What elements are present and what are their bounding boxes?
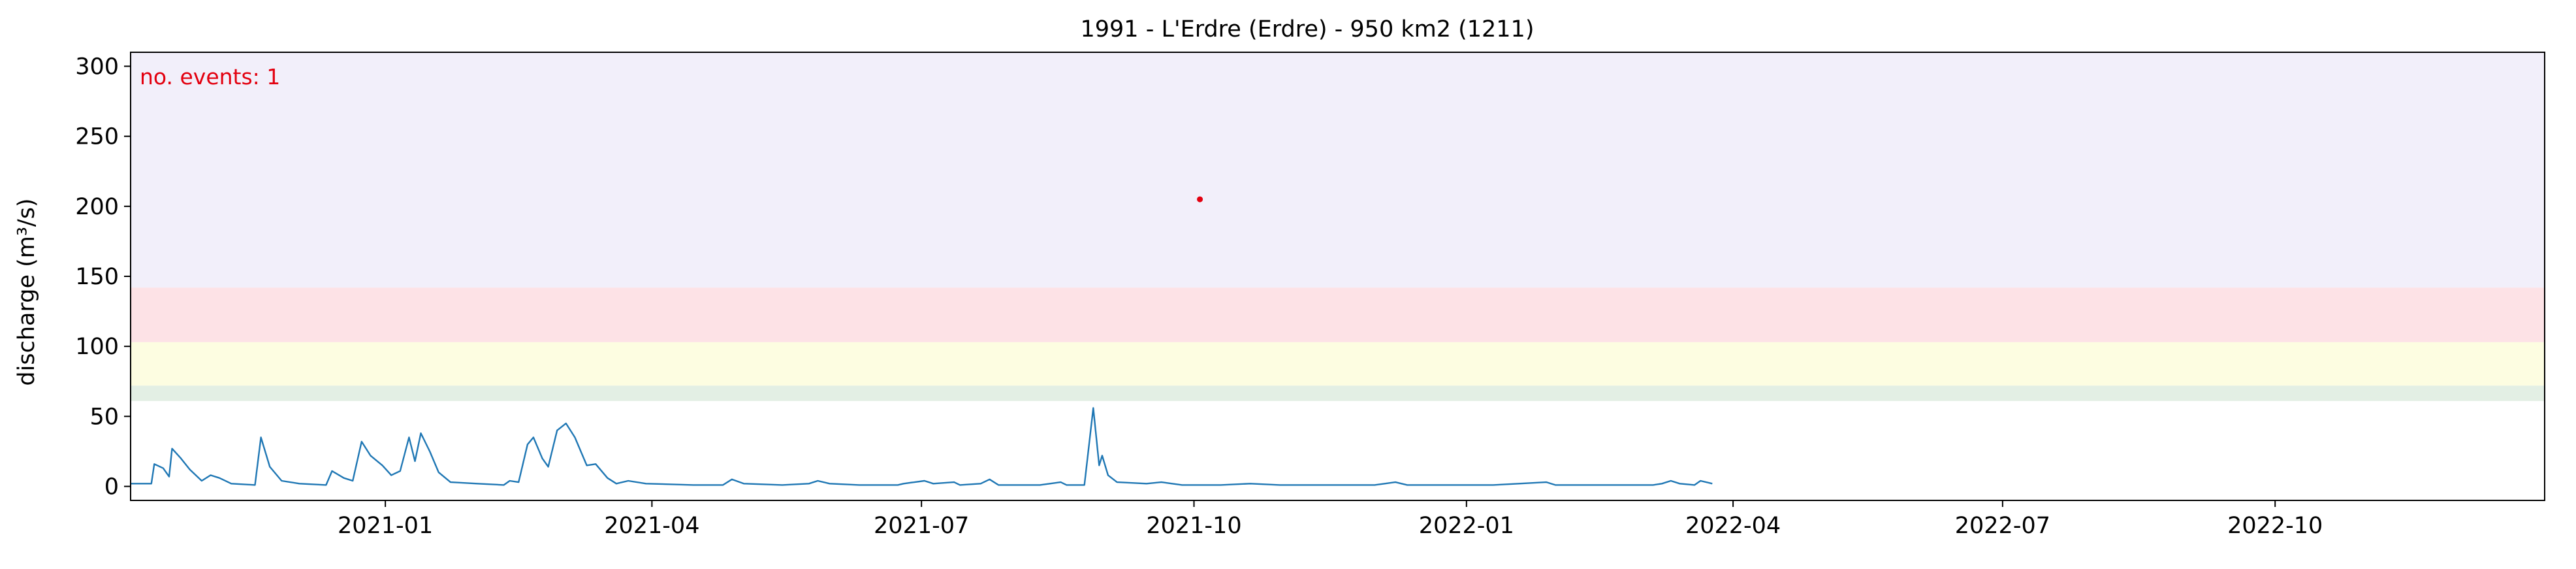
event-count-annotation: no. events: 1 [140,64,280,89]
y-tick-label: 0 [104,474,119,500]
threshold-band [131,385,2545,401]
axes: 0 50 100 150 200 250 300 2021-01 2021-04 2021-07 2… [75,54,2323,539]
y-tick-label: 100 [75,334,119,360]
threshold-bands [131,52,2545,401]
y-tick-label: 50 [89,404,119,430]
event-markers [1197,196,1203,203]
x-tick-label: 2021-10 [1146,513,1241,539]
x-tick-label: 2022-10 [2227,513,2323,539]
x-tick-label: 2021-07 [874,513,969,539]
y-tick-label: 150 [75,264,119,290]
discharge-line [131,407,1713,486]
x-tick-label: 2022-01 [1419,513,1514,539]
threshold-band [131,342,2545,386]
x-tick-label: 2022-07 [1955,513,2050,539]
threshold-band [131,287,2545,342]
event-marker [1197,196,1203,203]
x-tick-label: 2021-04 [604,513,699,539]
y-tick-label: 300 [75,54,119,80]
x-tick-label: 2021-01 [338,513,433,539]
threshold-band [131,52,2545,288]
y-tick-label: 200 [75,194,119,220]
chart-title: 1991 - L'Erdre (Erdre) - 950 km2 (1211) [1081,16,1534,42]
series-layer [131,407,1713,486]
y-axis-label: discharge (m³/s) [14,198,40,385]
plot-frame [130,52,2545,501]
x-tick-label: 2022-04 [1685,513,1781,539]
y-tick-label: 250 [75,124,119,150]
